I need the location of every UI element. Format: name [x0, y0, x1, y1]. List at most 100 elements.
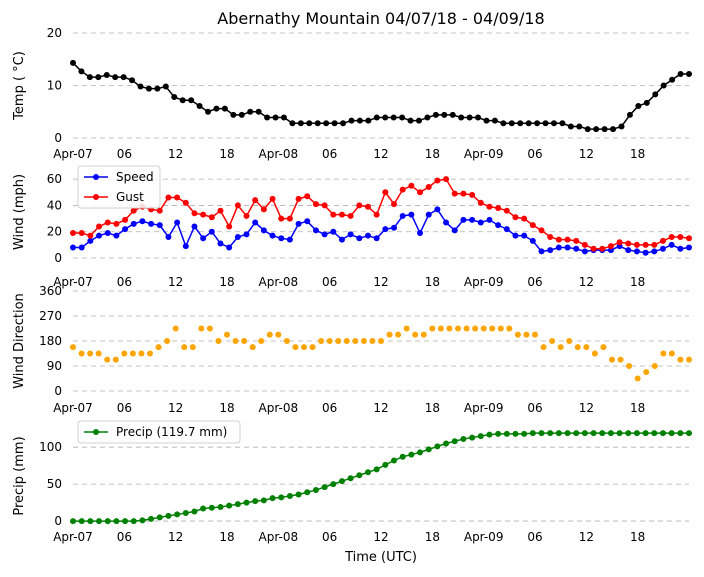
data-point-direction-0-72: [686, 356, 692, 363]
data-point-wind-1-20: [243, 212, 250, 219]
data-point-wind-1-55: [547, 233, 554, 240]
data-point-wind-0-36: [382, 226, 389, 233]
data-point-wind-1-59: [581, 241, 588, 248]
data-point-direction-0-69: [660, 350, 667, 357]
data-point-wind-0-30: [330, 228, 337, 235]
data-point-direction-0-53: [523, 331, 530, 338]
y-tick-label-direction-3: 270: [39, 309, 62, 323]
legend-wind: Speed Gust: [77, 165, 161, 209]
series-line-wind-1: [73, 178, 690, 250]
data-point-wind-1-35: [373, 211, 380, 218]
x-tick-label-precip-2: 12: [168, 530, 183, 544]
data-point-direction-0-51: [506, 325, 513, 332]
data-point-precip-0-44: [451, 438, 458, 445]
data-point-wind-1-45: [460, 190, 467, 197]
x-tick-label-direction-4: Apr-08: [259, 401, 299, 415]
data-point-temp-0-26: [289, 120, 296, 127]
data-point-wind-1-29: [321, 202, 328, 209]
data-point-wind-1-39: [408, 182, 415, 189]
data-point-precip-0-38: [399, 453, 406, 460]
data-point-direction-0-59: [574, 344, 581, 351]
data-point-precip-0-28: [312, 487, 319, 494]
x-tick-label-wind-3: 18: [219, 275, 234, 289]
data-point-wind-1-13: [182, 199, 189, 206]
data-point-temp-0-16: [205, 108, 212, 115]
data-point-temp-0-56: [542, 120, 549, 127]
data-point-wind-0-45: [460, 216, 467, 223]
data-point-precip-0-17: [217, 504, 224, 511]
data-point-wind-0-33: [356, 235, 363, 242]
data-point-temp-0-70: [660, 82, 667, 89]
data-point-precip-0-20: [243, 499, 250, 506]
data-point-wind-0-0: [70, 244, 76, 251]
data-point-temp-0-4: [103, 72, 110, 78]
data-point-wind-1-49: [495, 205, 502, 212]
data-point-direction-0-17: [215, 338, 222, 344]
data-point-wind-0-13: [182, 243, 189, 250]
legend-label-precip-0: Precip (119.7 mm): [116, 425, 227, 439]
data-point-precip-0-71: [686, 430, 692, 437]
x-tick-label-wind-4: Apr-08: [259, 275, 299, 289]
data-point-temp-0-10: [154, 85, 161, 92]
legend-marker-wind-1: [93, 194, 99, 200]
data-point-wind-0-16: [208, 228, 215, 235]
data-point-direction-0-47: [472, 325, 479, 332]
data-point-direction-0-21: [249, 344, 256, 351]
data-point-temp-0-42: [424, 114, 431, 121]
data-point-wind-1-25: [286, 215, 293, 222]
data-point-temp-0-37: [382, 114, 389, 121]
x-tick-label-precip-5: 06: [322, 530, 337, 544]
data-point-wind-0-54: [538, 248, 545, 255]
data-point-wind-1-22: [260, 206, 267, 213]
series-line-precip-0: [73, 432, 689, 522]
x-tick-label-wind-8: Apr-09: [464, 275, 504, 289]
data-point-direction-0-12: [172, 325, 179, 332]
data-point-temp-0-17: [213, 105, 220, 112]
data-point-direction-0-2: [87, 350, 94, 357]
data-point-wind-0-28: [312, 227, 319, 234]
x-tick-label-temp-10: 12: [579, 147, 594, 161]
data-point-temp-0-52: [508, 120, 515, 127]
legend-label-wind-0: Speed: [116, 170, 154, 184]
data-point-wind-0-55: [547, 247, 554, 254]
data-point-wind-1-43: [443, 176, 450, 183]
data-point-temp-0-50: [491, 117, 498, 124]
data-point-wind-1-33: [356, 202, 363, 209]
data-point-precip-0-10: [156, 514, 163, 521]
data-point-wind-1-4: [104, 219, 111, 226]
y-tick-label-temp-0: 0: [54, 131, 62, 145]
data-point-direction-0-7: [129, 350, 136, 357]
data-point-direction-0-13: [181, 344, 188, 351]
data-point-wind-1-51: [512, 214, 519, 221]
data-point-wind-1-60: [590, 245, 597, 252]
y-tick-label-direction-2: 180: [39, 334, 62, 348]
data-point-precip-0-47: [477, 433, 484, 440]
data-point-temp-0-38: [390, 114, 397, 121]
x-tick-label-temp-1: 06: [117, 147, 132, 161]
data-point-precip-0-30: [330, 481, 337, 488]
series-wind-0: [70, 206, 692, 256]
data-point-wind-0-31: [338, 236, 345, 243]
data-point-temp-0-68: [643, 99, 650, 106]
data-point-direction-0-40: [412, 331, 419, 338]
data-point-wind-1-19: [234, 202, 241, 209]
data-point-wind-1-50: [503, 207, 510, 214]
data-point-wind-1-56: [555, 236, 562, 243]
data-point-wind-1-70: [677, 233, 684, 240]
data-point-wind-1-65: [633, 241, 640, 248]
data-point-temp-0-20: [238, 111, 245, 118]
x-tick-label-direction-5: 06: [322, 401, 337, 415]
data-point-temp-0-7: [129, 77, 136, 84]
data-point-wind-0-50: [503, 226, 510, 233]
x-tick-label-temp-8: Apr-09: [464, 147, 504, 161]
data-point-temp-0-44: [441, 111, 448, 118]
data-point-direction-0-22: [258, 338, 265, 344]
data-point-wind-1-34: [364, 203, 371, 210]
data-point-precip-0-1: [78, 518, 85, 525]
data-point-wind-1-27: [304, 193, 311, 200]
data-point-precip-0-13: [182, 509, 189, 516]
x-tick-label-precip-8: Apr-09: [464, 530, 504, 544]
data-point-precip-0-7: [130, 518, 137, 525]
data-point-wind-1-69: [668, 233, 675, 240]
data-point-wind-1-48: [486, 203, 493, 210]
